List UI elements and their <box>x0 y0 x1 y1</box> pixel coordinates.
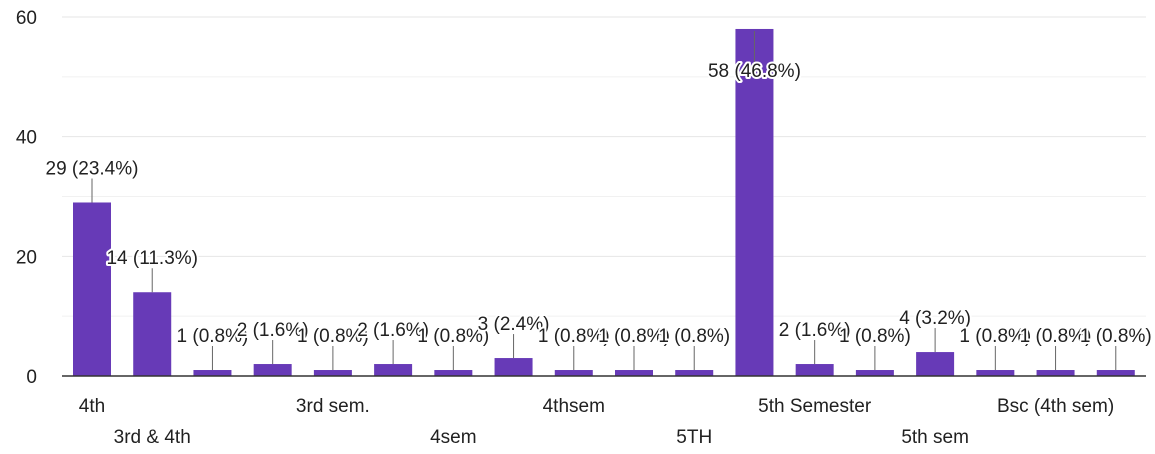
data-label: 1 (0.8%) <box>417 326 489 347</box>
x-tick-label: 4th <box>79 396 105 417</box>
x-tick-label: 3rd sem. <box>296 396 370 417</box>
x-tick-label: Bsc (4th sem) <box>997 396 1114 417</box>
data-label: 4 (3.2%) <box>899 308 971 329</box>
data-label: 2 (1.6%) <box>357 320 429 341</box>
bar <box>675 370 714 376</box>
data-label-halo: 1 (0.8%) <box>839 326 911 347</box>
data-label: 2 (1.6%) <box>237 320 309 341</box>
data-label-halo: 29 (23.4%) <box>46 158 139 179</box>
bar <box>193 370 232 376</box>
y-tick-label: 60 <box>16 8 37 29</box>
data-label-halo: 1 (0.8%) <box>177 326 249 347</box>
bar <box>916 352 955 376</box>
data-label-halo: 58 (46.8%) <box>708 61 801 82</box>
bar <box>253 364 292 376</box>
data-label-halo: 14 (11.3%) <box>106 248 198 269</box>
data-label-halo: 1 (0.8%) <box>538 326 610 347</box>
bar <box>73 202 111 376</box>
bar <box>795 364 834 376</box>
y-tick-label: 40 <box>16 128 37 149</box>
data-label-halo: 3 (2.4%) <box>478 314 550 335</box>
y-tick-label: 0 <box>26 367 37 388</box>
bar <box>434 370 473 376</box>
bar <box>494 358 533 376</box>
data-label: 1 (0.8%) <box>598 326 670 347</box>
bar <box>976 370 1015 376</box>
gridlines <box>62 16 1146 317</box>
data-label: 3 (2.4%) <box>478 314 550 335</box>
bar <box>615 370 653 376</box>
data-label-halo: 1 (0.8%) <box>959 326 1031 347</box>
data-label: 1 (0.8%) <box>839 326 911 347</box>
x-tick-label: 5th sem <box>901 427 969 448</box>
data-label-halo: 2 (1.6%) <box>779 320 851 341</box>
data-label-halo: 2 (1.6%) <box>357 320 429 341</box>
x-tick-label: 3rd & 4th <box>114 427 191 448</box>
data-labels: 29 (23.4%)29 (23.4%)14 (11.3%)14 (11.3%)… <box>44 31 1154 371</box>
data-label: 29 (23.4%) <box>46 158 139 179</box>
data-label: 1 (0.8%) <box>538 326 610 347</box>
x-tick-label: 5th Semester <box>758 396 872 417</box>
data-label-halo: 1 (0.8%) <box>1080 326 1152 347</box>
bar <box>554 370 593 376</box>
bar <box>1096 370 1135 376</box>
data-label: 14 (11.3%) <box>106 248 198 269</box>
data-label: 1 (0.8%) <box>177 326 249 347</box>
bar <box>374 364 413 376</box>
data-label: 58 (46.8%) <box>708 61 801 82</box>
bar <box>1036 370 1075 376</box>
data-label-halo: 1 (0.8%) <box>417 326 489 347</box>
y-tick-label: 20 <box>16 247 37 268</box>
data-label: 1 (0.8%) <box>1080 326 1152 347</box>
data-label-halo: 1 (0.8%) <box>658 326 730 347</box>
data-label: 1 (0.8%) <box>959 326 1031 347</box>
bar <box>735 28 774 376</box>
data-label: 2 (1.6%) <box>779 320 851 341</box>
y-axis-ticks: 0 20 40 60 <box>16 8 37 388</box>
x-tick-label: 4thsem <box>543 396 605 417</box>
data-label-halo: 1 (0.8%) <box>1020 326 1092 347</box>
data-label-halo: 4 (3.2%) <box>899 308 971 329</box>
data-label-halo: 2 (1.6%) <box>237 320 309 341</box>
bar <box>855 370 894 376</box>
data-label: 1 (0.8%) <box>1020 326 1092 347</box>
bar <box>133 292 172 376</box>
bars <box>73 28 1135 376</box>
data-label-halo: 1 (0.8%) <box>598 326 670 347</box>
x-tick-label: 5TH <box>676 427 712 448</box>
x-tick-label: 4sem <box>430 427 476 448</box>
data-label: 1 (0.8%) <box>658 326 730 347</box>
data-label-halo: 1 (0.8%) <box>297 326 369 347</box>
data-label: 1 (0.8%) <box>297 326 369 347</box>
bar <box>313 370 352 376</box>
x-axis-labels: 4th 3rd & 4th 3rd sem. 4sem 4thsem 5TH 5th Sem… <box>79 396 1114 448</box>
